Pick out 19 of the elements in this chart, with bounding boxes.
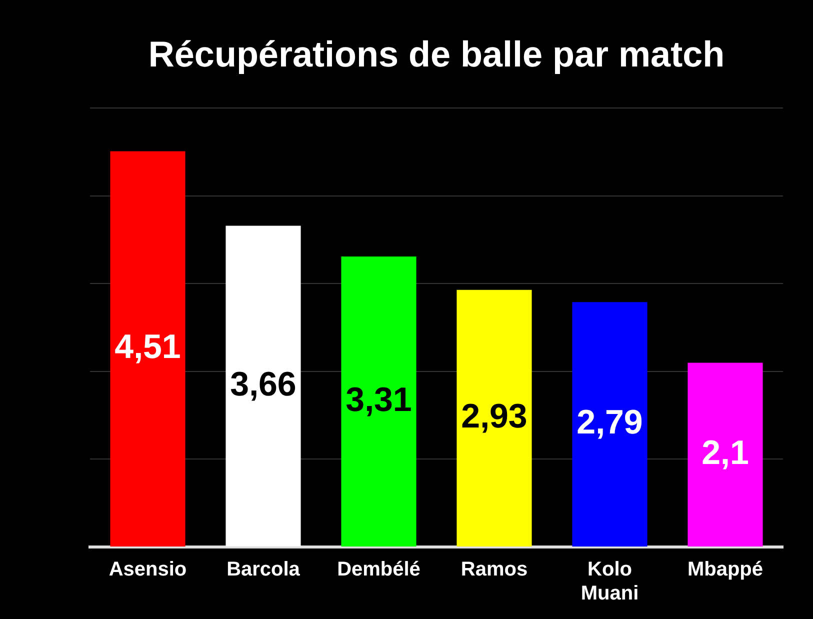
x-tick-label: Asensio xyxy=(108,558,187,581)
bar xyxy=(456,290,532,546)
x-tick-label: Ramos xyxy=(460,558,528,581)
x-tick-label: Barcola xyxy=(226,558,301,581)
x-tick-label: Mbappé xyxy=(687,558,764,581)
data-label: 4,51 xyxy=(114,328,181,366)
bar xyxy=(572,302,648,546)
bar xyxy=(110,151,186,546)
x-tick-label: Kolo Muani xyxy=(580,558,639,605)
data-label: 2,1 xyxy=(702,434,749,472)
bar xyxy=(341,256,416,546)
data-label: 3,66 xyxy=(230,366,296,404)
bar xyxy=(226,226,301,546)
data-label: 3,31 xyxy=(346,380,412,419)
x-tick-label: Dembélé xyxy=(337,558,420,581)
data-label: 2,79 xyxy=(576,404,643,442)
data-label: 2,93 xyxy=(461,398,528,436)
bar xyxy=(688,362,763,546)
chart-title: Récupérations de balle par match xyxy=(148,34,725,75)
